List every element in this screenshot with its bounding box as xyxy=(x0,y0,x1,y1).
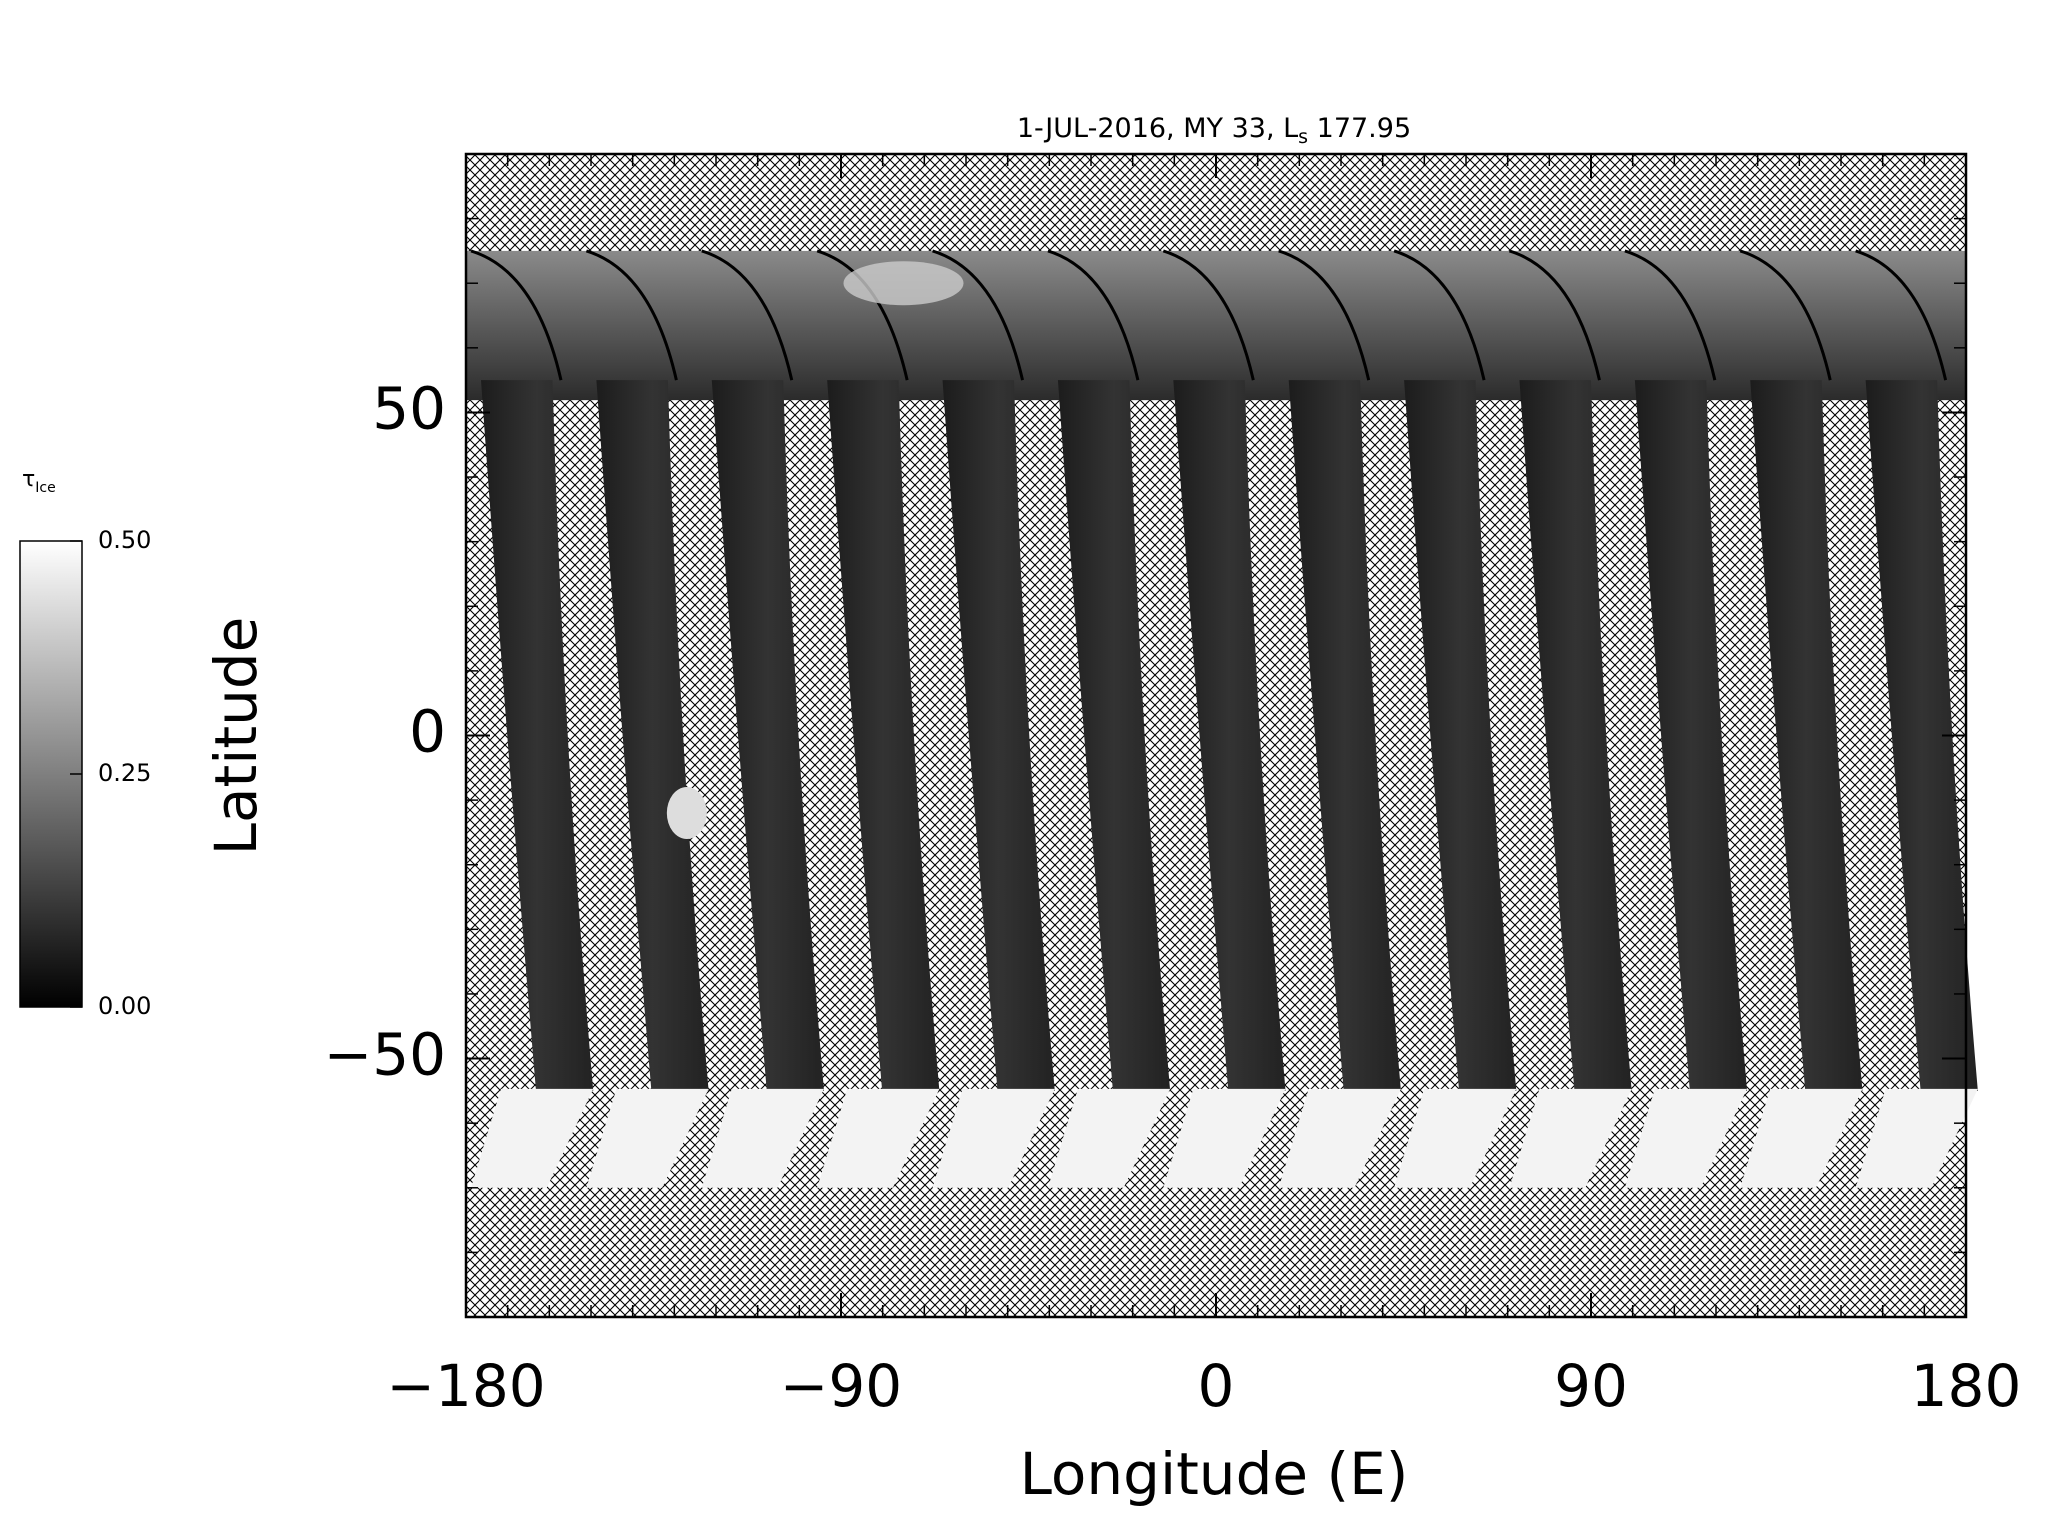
polar-cap xyxy=(817,1088,940,1188)
polar-cap xyxy=(1047,1088,1171,1188)
swath xyxy=(596,380,709,1091)
swath-edge xyxy=(1509,249,1601,381)
swath-edge xyxy=(1162,249,1255,381)
colorbar-tick-label: 0.50 xyxy=(98,526,151,554)
polar-cap xyxy=(1624,1088,1748,1188)
cloud xyxy=(843,261,964,306)
y-tick-label: 0 xyxy=(409,698,446,766)
swath xyxy=(711,380,824,1091)
colorbar-label: τIce xyxy=(22,467,56,496)
x-tick-label: 180 xyxy=(1911,1352,2022,1420)
swath xyxy=(1519,380,1632,1091)
swath-edge xyxy=(701,249,794,381)
polar-cap xyxy=(932,1088,1055,1188)
y-tick-label: 50 xyxy=(372,375,446,443)
x-tick-label: −90 xyxy=(780,1352,902,1420)
swath xyxy=(1057,380,1171,1091)
swath xyxy=(1288,380,1401,1091)
swath xyxy=(827,380,940,1091)
polar-cap xyxy=(1740,1088,1863,1188)
x-tick-label: −180 xyxy=(386,1352,545,1420)
swath-edge xyxy=(585,249,678,381)
swath xyxy=(1865,380,1978,1091)
swath-edge xyxy=(1855,249,1948,381)
swath xyxy=(1173,380,1286,1091)
swath-edge xyxy=(1047,249,1140,381)
polar-cap xyxy=(1509,1088,1632,1188)
swath xyxy=(1750,380,1863,1091)
x-tick-label: 90 xyxy=(1554,1352,1628,1420)
swath-edge xyxy=(470,249,563,381)
swath xyxy=(942,380,1055,1091)
swath-edge xyxy=(932,249,1025,381)
x-axis-label: Longitude (E) xyxy=(1020,1440,1409,1508)
polar-cap xyxy=(1278,1088,1401,1188)
swath-edge xyxy=(1739,249,1832,381)
colorbar-tick-label: 0.00 xyxy=(98,992,151,1020)
swath-edge xyxy=(1278,249,1371,381)
polar-cap xyxy=(586,1088,709,1188)
polar-cap xyxy=(1855,1088,1978,1188)
swath xyxy=(1404,380,1517,1091)
swath-edge xyxy=(1393,249,1486,381)
map-image xyxy=(466,154,1978,1317)
northern-band xyxy=(466,250,1966,401)
polar-cap xyxy=(471,1088,594,1188)
chart-title: 1-JUL-2016, MY 33, Ls 177.95 xyxy=(1017,113,1411,148)
swath xyxy=(481,380,594,1091)
colorbar-tick-label: 0.25 xyxy=(98,759,151,787)
cloud xyxy=(666,787,707,840)
swath-edge xyxy=(1624,249,1717,381)
y-tick-label: −50 xyxy=(324,1021,446,1089)
polar-cap xyxy=(1163,1088,1286,1188)
polar-cap xyxy=(1394,1088,1517,1188)
polar-cap xyxy=(701,1088,824,1188)
y-axis-label: Latitude xyxy=(202,617,270,856)
x-tick-label: 0 xyxy=(1198,1352,1235,1420)
swath xyxy=(1634,380,1748,1091)
